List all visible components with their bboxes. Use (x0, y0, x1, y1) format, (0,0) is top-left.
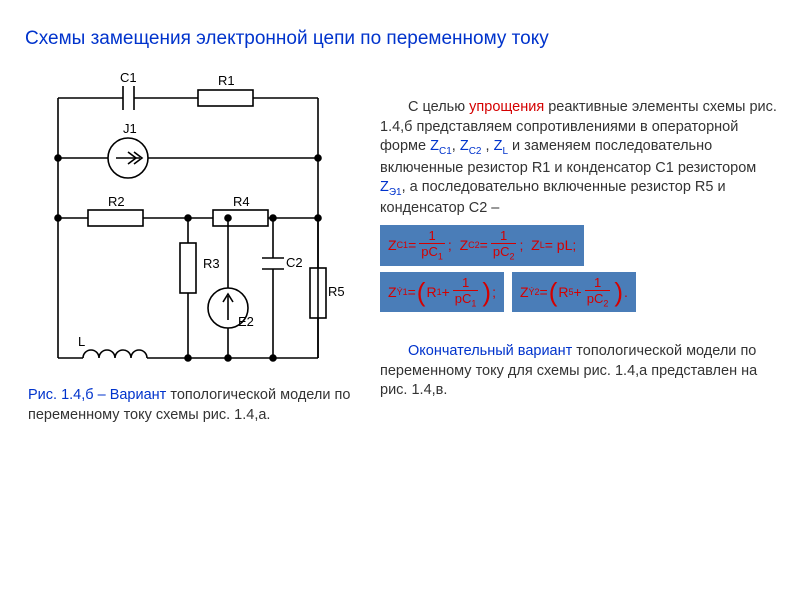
left-column: C1 R1 J1 R2 R4 R3 C2 E2 R5 L Рис. 1.4,б … (20, 60, 360, 425)
lbl-r3: R3 (203, 256, 220, 271)
page-title: Схемы замещения электронной цепи по пере… (0, 0, 800, 60)
right-column: С целью упрощения реактивные элементы сх… (360, 60, 780, 425)
caption-lead: Рис. 1.4,б – Вариант (28, 387, 166, 403)
lbl-r5: R5 (328, 284, 345, 299)
circuit-diagram: C1 R1 J1 R2 R4 R3 C2 E2 R5 L (28, 68, 348, 373)
p1a: С целью (408, 99, 469, 115)
formula-zy1: ZÝ1 = ( R1 + 1pC1 ); (380, 272, 504, 313)
lbl-r4: R4 (233, 194, 250, 209)
p3: , а последовательно включенные резистор … (380, 179, 726, 216)
lbl-r2: R2 (108, 194, 125, 209)
p1-red: упрощения (469, 99, 544, 115)
lbl-j1: J1 (123, 121, 137, 136)
formula-row-2: ZÝ1 = ( R1 + 1pC1 ); ZÝ2 = ( R5 + 1pC2 )… (380, 272, 780, 313)
formula-zc1: ZC1 = 1pC1; ZC2 = 1pC2; ZL = pL; (380, 225, 584, 266)
zl: ZL (494, 138, 508, 154)
figure-caption: Рис. 1.4,б – Вариант топологической моде… (20, 386, 360, 425)
lbl-l: L (78, 334, 85, 349)
p-c2: , (482, 138, 494, 154)
formula-row-1: ZC1 = 1pC1; ZC2 = 1pC2; ZL = pL; (380, 225, 780, 266)
lbl-c2: C2 (286, 255, 303, 270)
paragraph-conclusion: Окончательный вариант топологической мод… (380, 342, 780, 401)
lbl-c1: C1 (120, 70, 137, 85)
conclusion-lead: Окончательный вариант (408, 343, 572, 359)
content-row: C1 R1 J1 R2 R4 R3 C2 E2 R5 L Рис. 1.4,б … (0, 60, 800, 425)
lbl-r1: R1 (218, 73, 235, 88)
lbl-e2: E2 (238, 314, 254, 329)
paragraph-1: С целью упрощения реактивные элементы сх… (380, 98, 780, 219)
formula-zy2: ZÝ2 = ( R5 + 1pC2 ). (512, 272, 636, 313)
zc1: ZC1 (430, 138, 452, 154)
p-c1: , (452, 138, 460, 154)
zc2: ZC2 (460, 138, 482, 154)
ze1: ZЭ1 (380, 179, 402, 195)
